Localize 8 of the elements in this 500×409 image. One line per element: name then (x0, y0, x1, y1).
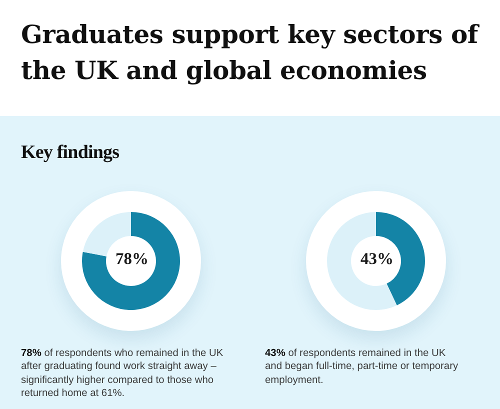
chart-subtitle: Key findings (21, 142, 120, 164)
donut-slice (327, 212, 397, 310)
text: Graduates support key sectors of the UK and global economies (21, 19, 480, 87)
data-label: 43% (360, 248, 394, 268)
donut-slice (82, 212, 180, 310)
text: 78% of respondents who remained in the UK after graduating found work straight away – significantly higher compared to those who returned home at 61%. (21, 347, 224, 401)
text: 43% of respondents remained in the UK and began full-time, part-time or temporary employment. (265, 347, 460, 388)
data-label: 78% (116, 248, 148, 268)
